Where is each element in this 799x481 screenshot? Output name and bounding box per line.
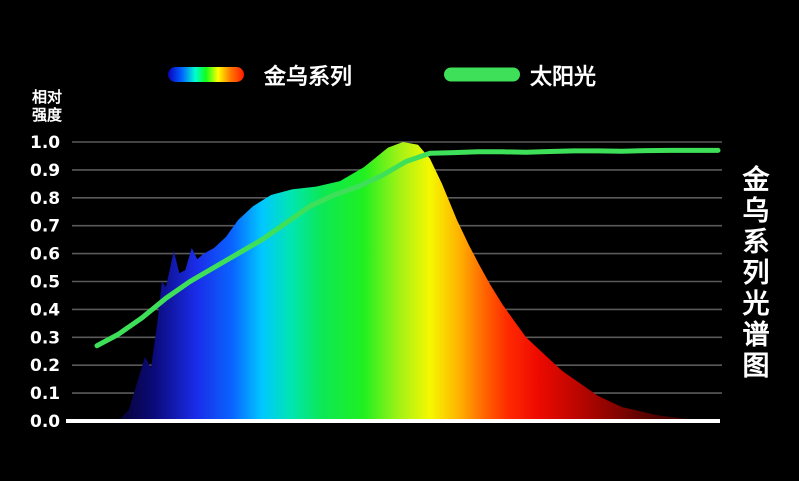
series-sunlight-line xyxy=(94,147,721,349)
y-tick-label: 1.0 xyxy=(30,133,60,153)
y-tick-label: 0.6 xyxy=(30,245,60,265)
chart-title-char: 金 xyxy=(742,165,770,196)
y-tick-label: 0.3 xyxy=(30,328,60,348)
series-jinwu-area xyxy=(118,142,718,421)
y-axis-ticks: 0.0 0.1 0.2 0.3 0.4 0.5 0.6 0.7 0.8 0.9 1.0 xyxy=(30,133,60,432)
y-tick-label: 0.8 xyxy=(30,189,60,209)
y-tick-label: 0.1 xyxy=(30,384,60,404)
chart-title-char: 列 xyxy=(742,258,770,289)
legend-swatch-jinwu xyxy=(168,67,244,82)
chart-title: 金乌系列光谱图 xyxy=(738,165,774,382)
legend: 金乌系列 太阳光 xyxy=(168,64,596,90)
legend-label-jinwu: 金乌系列 xyxy=(263,64,352,90)
chart-title-char: 系 xyxy=(742,227,770,258)
chart-title-char: 图 xyxy=(742,351,770,382)
chart-title-char: 乌 xyxy=(742,196,770,227)
y-tick-label: 0.9 xyxy=(30,161,60,181)
legend-label-sunlight: 太阳光 xyxy=(530,65,596,90)
chart-title-char: 谱 xyxy=(742,320,770,351)
y-axis-label-line-1: 相对 xyxy=(32,88,62,106)
y-tick-label: 0.0 xyxy=(30,412,60,432)
y-axis-label-line-2: 强度 xyxy=(32,106,63,124)
y-tick-label: 0.7 xyxy=(30,217,60,237)
chart-title-char: 光 xyxy=(742,289,770,320)
y-tick-label: 0.2 xyxy=(30,356,60,376)
y-tick-label: 0.4 xyxy=(30,300,60,320)
plot-area xyxy=(94,142,721,421)
y-tick-label: 0.5 xyxy=(30,273,60,293)
y-axis-label: 相对 强度 xyxy=(32,88,63,124)
